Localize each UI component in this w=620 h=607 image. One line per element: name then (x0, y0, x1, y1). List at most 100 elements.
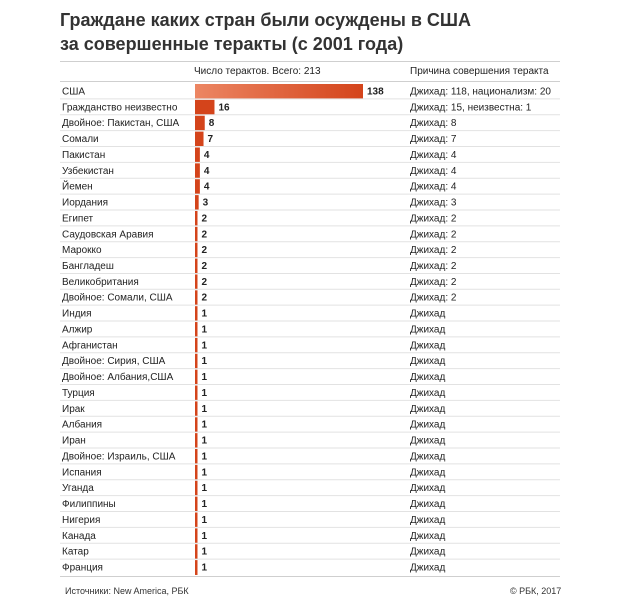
reason-label: Джихад (410, 531, 445, 542)
bottom-rule (60, 576, 560, 577)
bar (195, 179, 200, 195)
value-label: 1 (202, 340, 208, 351)
category-label: Двойное: Израиль, США (62, 451, 176, 462)
category-label: Узбекистан (62, 165, 114, 177)
reason-label: Джихад: 2 (410, 261, 457, 272)
value-label: 1 (202, 531, 208, 542)
value-label: 4 (204, 150, 210, 161)
category-label: Гражданство неизвестно (62, 102, 178, 113)
reason-label: Джихад (410, 356, 445, 367)
value-label: 1 (202, 404, 208, 415)
category-label: Марокко (62, 245, 102, 256)
value-label: 1 (202, 309, 208, 320)
bar (195, 115, 205, 131)
value-label: 2 (202, 213, 208, 224)
bar (195, 131, 204, 147)
bar (195, 433, 198, 449)
value-label: 4 (204, 166, 210, 177)
bar (195, 417, 198, 433)
reason-label: Джихад: 2 (410, 293, 457, 304)
bar (195, 226, 198, 242)
value-label: 2 (202, 277, 208, 288)
category-label: Пакистан (62, 150, 105, 161)
reason-label: Джихад: 4 (410, 150, 457, 161)
reason-label: Джихад (410, 388, 445, 399)
reason-label: Джихад (410, 467, 445, 478)
category-label: Индия (62, 309, 92, 320)
category-label: Албания (62, 419, 102, 431)
category-label: Иран (62, 436, 86, 447)
category-label: Афганистан (62, 339, 118, 351)
value-label: 1 (202, 499, 208, 510)
bar (195, 560, 198, 575)
bar (195, 544, 198, 560)
reason-label: Джихад: 15, неизвестна: 1 (410, 102, 532, 113)
value-label: 16 (218, 102, 230, 113)
reason-label: Джихад (410, 515, 445, 526)
category-label: Ирак (62, 404, 85, 415)
reason-label: Джихад: 2 (410, 213, 457, 224)
bar (195, 480, 198, 496)
value-label: 1 (202, 547, 208, 558)
reason-label: Джихад: 4 (410, 182, 457, 193)
reason-label: Джихад: 7 (410, 134, 457, 145)
value-label: 138 (367, 86, 384, 97)
header-rule (60, 81, 560, 82)
reason-label: Джихад: 2 (410, 245, 457, 256)
reason-column-header: Причина совершения теракта (410, 66, 549, 77)
bar (195, 274, 198, 290)
value-label: 4 (204, 182, 210, 193)
value-label: 2 (202, 245, 208, 256)
bar (195, 512, 198, 528)
reason-label: Джихад (410, 372, 445, 383)
value-label: 1 (202, 436, 208, 447)
category-label: Сомали (62, 134, 99, 145)
reason-label: Джихад (410, 340, 445, 351)
category-label: Испания (62, 467, 102, 478)
reason-label: Джихад: 8 (410, 118, 457, 129)
bar (195, 195, 199, 210)
bar (195, 496, 198, 512)
bar (195, 258, 198, 274)
value-label: 1 (202, 420, 208, 431)
copyright-note: © РБК, 2017 (510, 586, 562, 596)
category-label: Нигерия (62, 515, 100, 526)
chart-title: Граждане каких стран были осуждены в США… (60, 8, 580, 56)
category-label: США (62, 86, 85, 97)
category-label: Филиппины (62, 499, 116, 510)
value-label: 1 (202, 515, 208, 526)
value-label: 2 (202, 293, 208, 304)
value-label: 1 (202, 483, 208, 494)
category-label: Бангладеш (62, 261, 114, 272)
category-label: Йемен (62, 180, 93, 193)
bar (195, 147, 200, 163)
category-label: Турция (62, 388, 95, 399)
reason-label: Джихад (410, 436, 445, 447)
value-label: 3 (203, 198, 209, 209)
value-label: 1 (202, 563, 208, 574)
category-label: Канада (62, 531, 96, 542)
bar (195, 322, 198, 337)
bar (195, 306, 198, 322)
value-label: 1 (202, 356, 208, 367)
bar (195, 337, 198, 353)
bar (195, 401, 198, 417)
category-label: Двойное: Сирия, США (62, 356, 166, 367)
value-label: 1 (202, 467, 208, 478)
value-label: 2 (202, 261, 208, 272)
reason-label: Джихад (410, 563, 445, 574)
value-label: 7 (208, 134, 214, 145)
bar (195, 242, 198, 258)
top-rule (60, 61, 560, 62)
category-label: Двойное: Албания,США (62, 371, 174, 383)
category-label: Франция (62, 563, 103, 574)
reason-label: Джихад (410, 420, 445, 431)
category-label: Двойное: Пакистан, США (62, 118, 180, 129)
category-label: Иордания (62, 198, 108, 209)
value-label: 8 (209, 118, 215, 129)
reason-label: Джихад: 3 (410, 198, 457, 209)
bar (195, 290, 198, 306)
category-label: Алжир (62, 324, 93, 335)
reason-label: Джихад: 118, национализм: 20 (410, 86, 551, 97)
